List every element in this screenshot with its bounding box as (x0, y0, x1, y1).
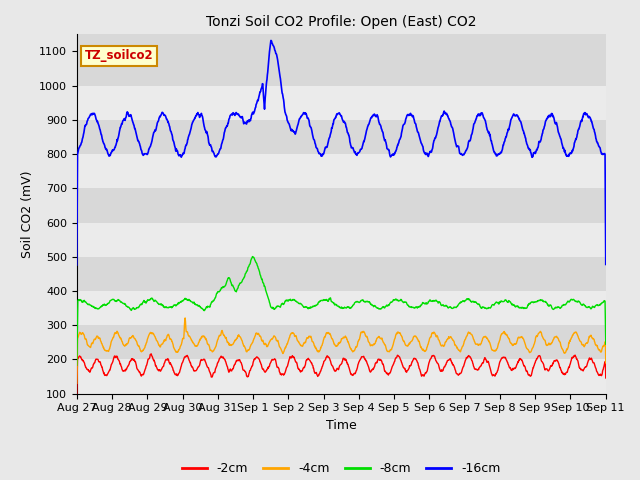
Title: Tonzi Soil CO2 Profile: Open (East) CO2: Tonzi Soil CO2 Profile: Open (East) CO2 (206, 15, 477, 29)
Bar (77, 51, 605, 85)
Y-axis label: Soil CO2 (mV): Soil CO2 (mV) (20, 170, 33, 258)
Bar (77, 360, 605, 394)
Bar (77, 120, 605, 154)
Bar (77, 291, 605, 325)
Text: TZ_soilco2: TZ_soilco2 (84, 49, 154, 62)
Bar (77, 257, 605, 291)
Legend: -2cm, -4cm, -8cm, -16cm: -2cm, -4cm, -8cm, -16cm (177, 457, 506, 480)
Bar (77, 223, 605, 257)
Bar (77, 154, 605, 188)
Bar (77, 85, 605, 120)
X-axis label: Time: Time (326, 419, 356, 432)
Bar (77, 325, 605, 360)
Bar (77, 188, 605, 223)
